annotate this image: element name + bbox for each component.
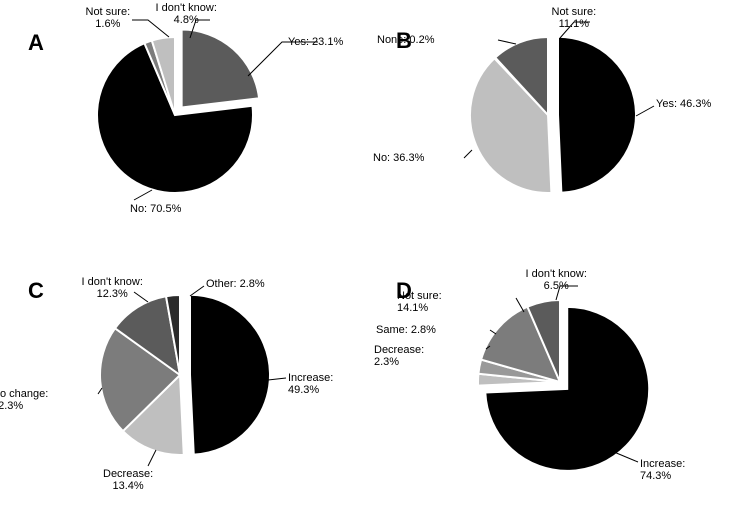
pie-slice — [470, 58, 551, 193]
slice-label: No: 70.5% — [130, 203, 181, 215]
leader-line — [190, 286, 204, 296]
slice-label: Increase: 74.3% — [640, 458, 685, 482]
slice-label: Same: 2.8% — [376, 324, 436, 336]
leader-line — [148, 450, 156, 466]
slice-label: No change: 22.3% — [0, 388, 48, 412]
pie-slice — [115, 296, 180, 375]
pie-slice — [495, 37, 548, 115]
chart-canvas: { "layout": { "width": 754, "height": 50… — [0, 0, 754, 507]
slice-label: No: 36.3% — [373, 152, 424, 164]
slice-label: Other: 2.8% — [206, 278, 265, 290]
slice-label: Yes: 46.3% — [656, 98, 711, 110]
slice-label: Not sure: 14.1% — [397, 290, 442, 314]
pie-slice — [100, 328, 180, 431]
leader-line — [98, 388, 102, 394]
leader-line — [486, 346, 490, 349]
slice-label: Not sure: 11.1% — [552, 6, 597, 30]
pie-slice — [97, 43, 253, 193]
pie-slice — [152, 37, 175, 115]
pie-slice — [485, 307, 649, 471]
slice-label: I don't know: 6.5% — [526, 268, 587, 292]
pie-slice — [478, 374, 560, 386]
pie-slice — [494, 58, 548, 115]
slice-label: None: 0.2% — [377, 34, 434, 46]
slice-label: I don't know: 12.3% — [82, 276, 143, 300]
leader-line — [636, 106, 654, 116]
leader-line — [498, 40, 516, 44]
pie-slice — [182, 30, 259, 108]
pie-slice — [527, 300, 560, 382]
pie-slice — [166, 295, 180, 375]
panel-label-A: A — [28, 30, 44, 56]
pie-slice — [123, 375, 184, 455]
chart-svg — [0, 0, 754, 507]
leader-line — [614, 452, 638, 462]
slice-label: Decrease: 13.4% — [103, 468, 153, 492]
leader-line — [134, 190, 152, 200]
slice-label: Not sure: 1.6% — [86, 6, 131, 30]
leader-line — [490, 330, 496, 334]
pie-slice — [558, 37, 636, 193]
slice-label: Increase: 49.3% — [288, 372, 333, 396]
leader-line — [516, 298, 524, 312]
leader-line — [464, 150, 472, 158]
pie-slice — [478, 360, 560, 382]
pie-slice — [481, 307, 560, 382]
pie-slice — [144, 41, 175, 115]
slice-label: Yes: 23.1% — [288, 36, 343, 48]
panel-label-C: C — [28, 278, 44, 304]
pie-slice — [190, 295, 270, 455]
leader-line — [268, 378, 286, 380]
slice-label: I don't know: 4.8% — [156, 2, 217, 26]
slice-label: Decrease: 2.3% — [374, 344, 424, 368]
